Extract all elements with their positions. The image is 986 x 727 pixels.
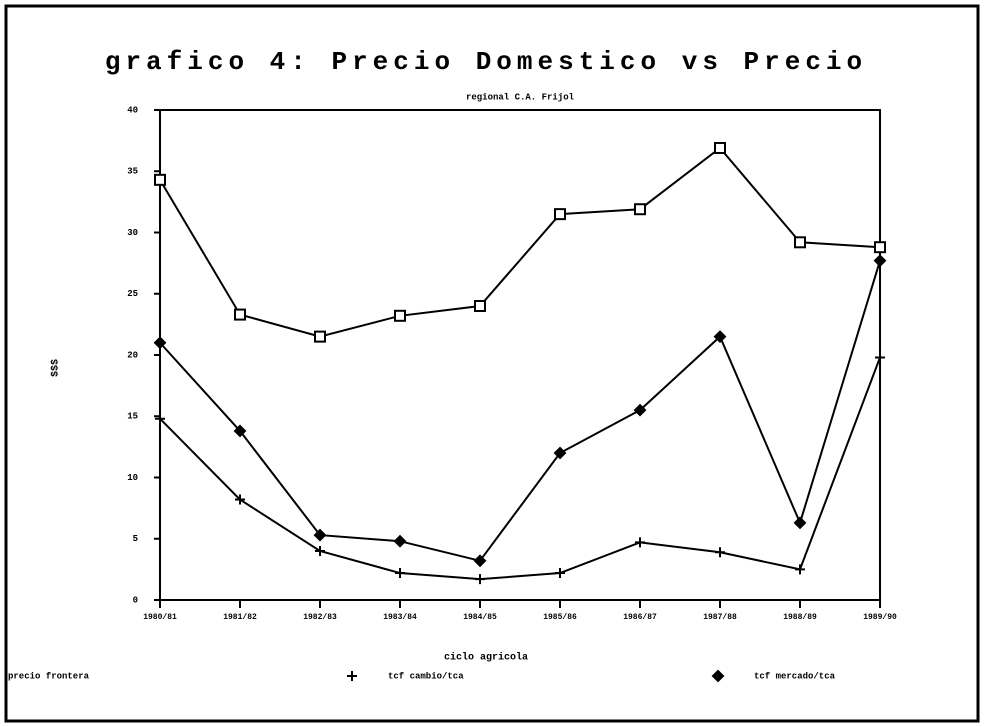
x-tick-label: 1985/86 — [543, 613, 577, 622]
marker — [555, 568, 565, 579]
y-tick-label: 35 — [127, 167, 138, 177]
frame — [4, 4, 980, 723]
series-line — [159, 357, 881, 581]
series-line — [159, 260, 881, 562]
x-tick-label: 1981/82 — [223, 613, 257, 622]
marker — [475, 574, 485, 585]
marker — [711, 669, 725, 683]
x-tick-label: 1986/87 — [623, 613, 657, 622]
marker — [715, 547, 725, 558]
marker — [554, 208, 566, 221]
marker — [474, 300, 486, 312]
marker — [714, 141, 726, 154]
series-line — [159, 146, 881, 338]
legend-item: tcf cambio/tca — [347, 671, 464, 681]
marker — [873, 254, 887, 268]
plot-area — [159, 109, 881, 601]
y-tick-label: 25 — [127, 289, 138, 299]
legend-item: precio frontera — [8, 671, 90, 681]
marker — [634, 203, 646, 216]
marker — [633, 403, 647, 417]
marker — [393, 534, 407, 548]
marker — [154, 173, 166, 186]
y-tick-label: 40 — [127, 105, 138, 115]
x-tick-label: 1982/83 — [303, 613, 337, 622]
y-tick-label: 20 — [127, 350, 138, 360]
marker — [347, 671, 357, 681]
marker — [395, 568, 405, 579]
legend-label: precio frontera — [8, 671, 90, 681]
marker — [234, 308, 246, 321]
legend-label: tcf cambio/tca — [388, 671, 464, 681]
marker — [235, 494, 245, 505]
y-tick-label: 10 — [127, 473, 138, 483]
y-tick-label: 30 — [127, 228, 138, 238]
marker — [153, 336, 167, 350]
marker — [313, 528, 327, 542]
x-tick-label: 1987/88 — [703, 613, 737, 622]
marker — [233, 424, 247, 438]
x-tick-label: 1983/84 — [383, 613, 417, 622]
y-axis-label: $$$ — [50, 359, 62, 377]
x-axis-label: ciclo agricola — [444, 652, 528, 664]
x-tick-label: 1988/89 — [783, 613, 817, 622]
chart-title: grafico 4: Precio Domestico vs Precio — [105, 47, 867, 77]
marker — [394, 309, 406, 322]
legend-label: tcf mercado/tca — [754, 671, 836, 681]
marker — [635, 537, 645, 548]
marker — [155, 413, 165, 424]
marker — [874, 241, 886, 254]
marker — [553, 446, 567, 460]
x-tick-label: 1980/81 — [143, 613, 177, 622]
marker — [315, 546, 325, 556]
marker — [875, 352, 885, 363]
marker — [473, 554, 487, 568]
y-tick-label: 0 — [133, 595, 138, 605]
x-tick-label: 1984/85 — [463, 613, 497, 622]
y-tick-label: 15 — [127, 412, 138, 422]
marker — [713, 330, 727, 344]
marker — [795, 564, 805, 575]
y-tick-label: 5 — [133, 534, 138, 544]
marker — [794, 236, 806, 249]
chart-subtitle: regional C.A. Frijol — [466, 92, 575, 102]
x-tick-label: 1989/90 — [863, 613, 897, 622]
marker — [314, 330, 326, 343]
marker — [793, 516, 807, 530]
legend-item: tcf mercado/tca — [711, 669, 836, 683]
